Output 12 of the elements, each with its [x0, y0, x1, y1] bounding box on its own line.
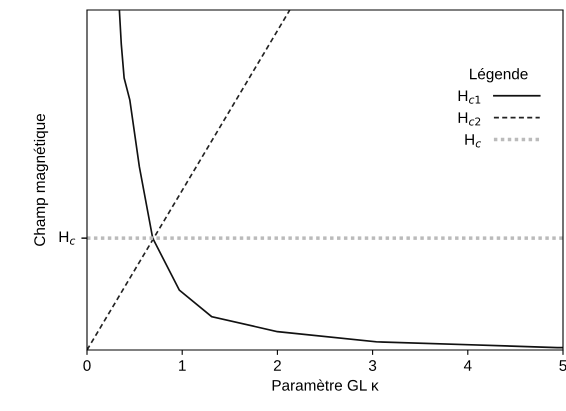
- x-tick-label: 2: [274, 360, 281, 371]
- y-axis-title: Champ magnétique: [34, 114, 48, 246]
- legend-label: H$_{c2}$: [458, 112, 480, 126]
- legend-label: H$_{c}$: [465, 134, 482, 148]
- x-axis-title: Paramètre GL κ: [272, 379, 379, 391]
- annotation: H$_{c}$: [60, 232, 76, 245]
- x-tick-label: 0: [83, 360, 91, 371]
- x-tick-label: 4: [464, 360, 472, 371]
- legend-title: Légende: [470, 68, 528, 82]
- x-tick-label: 1: [179, 360, 186, 371]
- x-tick-label: 3: [368, 360, 376, 371]
- legend-label: H$_{c1}$: [458, 90, 480, 104]
